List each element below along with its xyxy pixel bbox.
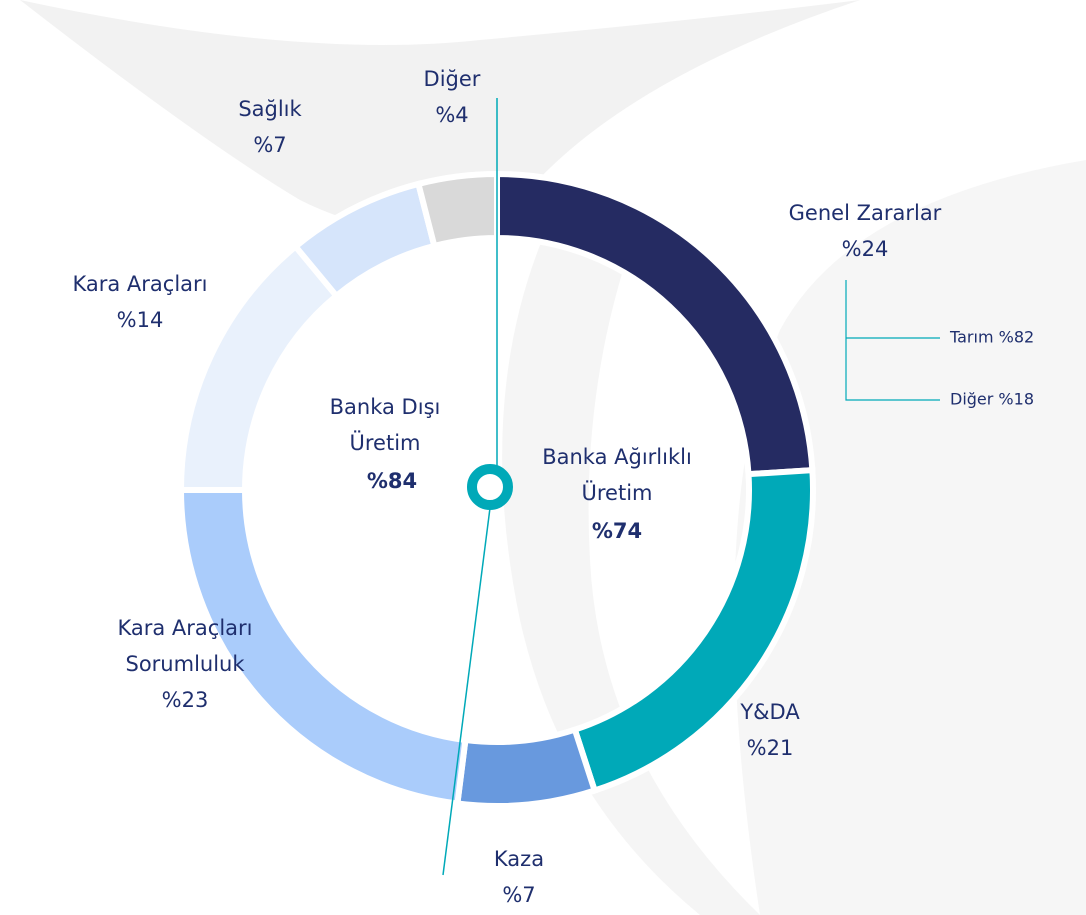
center-left-label: Banka Dışı Üretim [330, 395, 441, 455]
category-label: Kara Araçları Sorumluluk [117, 616, 252, 676]
center-right-value: %74 [592, 519, 642, 543]
bracket [845, 280, 940, 401]
category-label: Diğer [424, 67, 481, 91]
background-swoosh [734, 160, 1086, 915]
category-label: Y&DA [739, 700, 800, 724]
category-label: Sağlık [238, 97, 302, 121]
donut-segment [177, 487, 469, 807]
category-label: Kaza [494, 847, 544, 871]
background-swoosh [20, 0, 860, 230]
value-label: %4 [435, 103, 468, 127]
center-left-value: %84 [367, 469, 417, 493]
donut-segment [414, 170, 500, 250]
value-label: %21 [747, 736, 794, 760]
value-label: %7 [502, 883, 535, 907]
center-ring [467, 464, 513, 510]
value-label: %14 [117, 308, 164, 332]
category-label: Kara Araçları [72, 272, 207, 296]
center-right-label: Banka Ağırlıklı Üretim [542, 445, 692, 505]
breakdown-label: Diğer %18 [950, 390, 1034, 409]
category-label: Genel Zararlar [789, 201, 942, 225]
divider-line [442, 507, 491, 876]
value-label: %24 [842, 237, 889, 261]
donut-segment [454, 725, 599, 809]
breakdown-label: Tarım %82 [949, 328, 1034, 347]
value-label: %7 [253, 133, 286, 157]
value-label: %23 [162, 688, 209, 712]
